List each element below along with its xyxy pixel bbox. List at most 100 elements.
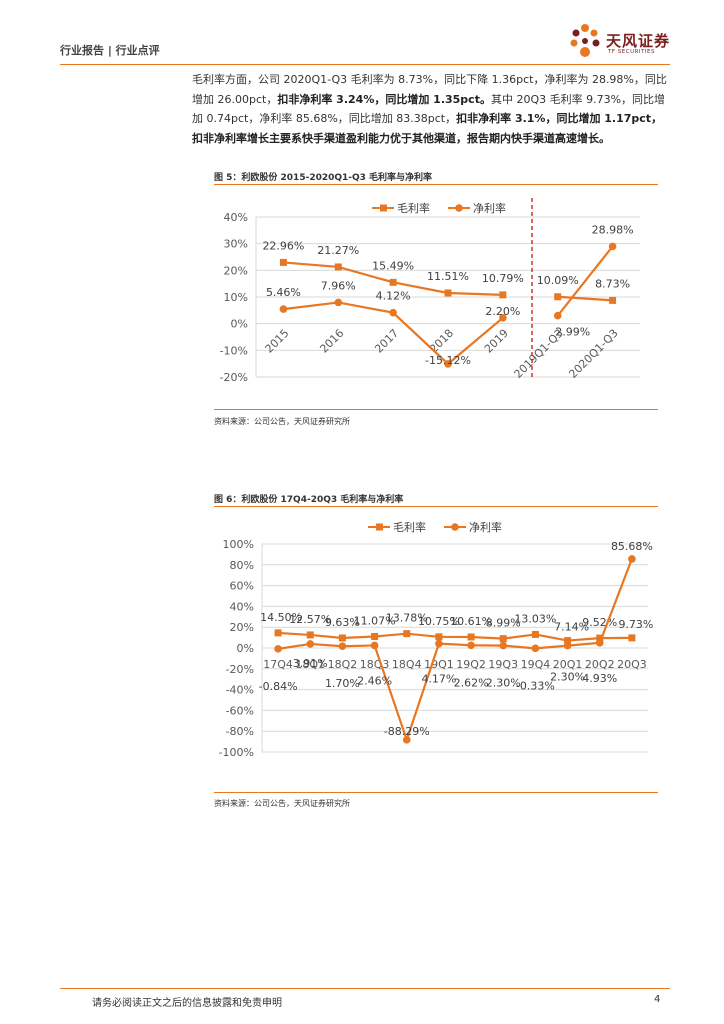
data-point-circle xyxy=(279,305,288,313)
data-point-circle xyxy=(338,642,347,651)
data-label: 14.50% xyxy=(260,611,302,624)
data-point-square xyxy=(435,633,443,641)
data-point-square xyxy=(596,634,604,642)
data-point-circle xyxy=(467,641,475,650)
y-tick-label: 30% xyxy=(224,238,248,251)
legend-marker-square xyxy=(380,204,387,212)
y-tick-label: 0% xyxy=(237,642,254,655)
data-label: 21.27% xyxy=(317,244,359,257)
figure6-bottom-divider xyxy=(214,792,658,793)
legend-label: 毛利率 xyxy=(397,201,430,215)
analysis-paragraph: 毛利率方面，公司 2020Q1-Q3 毛利率为 8.73%，同比下降 1.36p… xyxy=(192,70,668,148)
data-label: 3.91% xyxy=(293,657,328,670)
flower-logo-icon xyxy=(570,24,600,57)
data-label: 11.07% xyxy=(354,614,396,627)
y-tick-label: -60% xyxy=(226,704,254,717)
series-line-净利率 xyxy=(277,558,633,744)
data-point-square xyxy=(389,278,397,286)
y-tick-label: 40% xyxy=(230,600,254,613)
data-label: 8.73% xyxy=(595,277,630,290)
x-tick-label: 18Q1 xyxy=(295,658,325,671)
data-label: 4.17% xyxy=(421,673,456,686)
y-tick-label: 40% xyxy=(224,211,248,224)
data-label: 2.46% xyxy=(357,674,392,687)
data-point-square xyxy=(279,258,287,266)
data-point-square xyxy=(338,634,346,642)
brand-name: 天风证券 xyxy=(606,32,671,50)
legend-label: 毛利率 xyxy=(393,520,426,534)
data-point-square xyxy=(274,629,282,637)
data-point-square xyxy=(628,634,636,642)
data-point-square xyxy=(531,630,539,638)
data-label: 10.61% xyxy=(450,615,492,628)
series-line-净利率 xyxy=(556,245,614,317)
x-tick-label: 20Q3 xyxy=(617,658,647,671)
data-point-circle xyxy=(628,555,636,563)
data-point-circle xyxy=(563,641,572,650)
figure5-source: 资料来源：公司公告，天风证券研究所 xyxy=(214,417,350,426)
data-label: -88.29% xyxy=(384,725,430,738)
y-tick-label: -20% xyxy=(226,663,254,676)
data-label: 13.78% xyxy=(386,612,428,625)
data-label: 9.52% xyxy=(582,616,617,629)
brand-name-en: TF SECURITIES xyxy=(608,49,655,55)
data-point-circle xyxy=(444,360,452,368)
legend-marker-circle xyxy=(455,204,463,212)
x-tick-label: 20Q1 xyxy=(553,658,583,671)
x-tick-label: 20Q2 xyxy=(585,658,615,671)
data-label: 2.99% xyxy=(555,326,590,339)
x-tick-label: 2017 xyxy=(372,327,401,356)
y-tick-label: 10% xyxy=(224,291,248,304)
data-point-square xyxy=(467,633,475,641)
legend-marker-circle xyxy=(451,523,459,531)
data-point-square xyxy=(499,635,507,643)
data-label: 2.62% xyxy=(454,676,489,689)
data-label: 2.30% xyxy=(486,677,521,690)
data-label: 13.03% xyxy=(514,612,556,625)
data-label: 10.79% xyxy=(482,272,524,285)
y-tick-label: -100% xyxy=(219,746,254,759)
data-point-circle xyxy=(334,298,343,307)
y-tick-label: 60% xyxy=(230,580,254,593)
data-point-circle xyxy=(306,640,315,648)
data-point-square xyxy=(334,263,342,271)
y-tick-label: -20% xyxy=(220,371,248,384)
data-point-circle xyxy=(499,314,507,322)
header-divider xyxy=(60,64,670,65)
footer-divider xyxy=(60,988,670,989)
data-label: 12.57% xyxy=(289,613,331,626)
data-point-square xyxy=(499,291,507,299)
figure5-line-chart: 40%30%20%10%0%-10%-20%2015 2016 2017 2018 20… xyxy=(220,198,640,384)
data-label: 9.73% xyxy=(618,618,653,631)
x-tick-label: 19Q3 xyxy=(488,658,518,671)
figure6-source: 资料来源：公司公告，天风证券研究所 xyxy=(214,799,350,808)
data-point-circle xyxy=(402,736,411,744)
data-label: 1.70% xyxy=(325,677,360,690)
x-tick-label: 2015 xyxy=(263,327,292,356)
series-line-毛利率 xyxy=(278,631,632,642)
data-label: 7.96% xyxy=(321,279,356,292)
data-label: 4.93% xyxy=(582,672,617,685)
data-point-circle xyxy=(435,639,443,648)
data-point-circle xyxy=(389,308,397,317)
data-point-square xyxy=(554,293,562,301)
y-tick-label: -10% xyxy=(220,344,248,357)
legend-label: 净利率 xyxy=(473,201,506,215)
legend-label: 净利率 xyxy=(469,520,502,534)
data-point-circle xyxy=(499,641,508,650)
text-segment-bold: 扣非净利率 3.24%，同比增加 1.35pct。 xyxy=(277,92,491,106)
x-tick-label: 2016 xyxy=(317,327,346,356)
data-label: 9.63% xyxy=(325,616,360,629)
data-label: 4.12% xyxy=(376,290,411,303)
data-point-square xyxy=(403,630,411,638)
figure6-line-chart: 100% 80% 60% 40% 20% 0% -20% -40% -60% -80% -100% 1… xyxy=(219,520,654,759)
data-point-circle xyxy=(595,639,604,647)
data-label: 2.30% xyxy=(550,671,585,684)
data-label: -0.33% xyxy=(516,679,555,692)
data-point-circle xyxy=(608,242,617,251)
data-label: 15.49% xyxy=(372,259,414,272)
x-tick-label: 19Q2 xyxy=(456,658,486,671)
x-tick-label: 2018 xyxy=(427,327,456,356)
text-segment: 毛利率方面，公司 2020Q1-Q3 毛利率为 8.73%，同比下降 1.36p… xyxy=(192,73,667,106)
data-label: 7.14% xyxy=(554,621,589,634)
